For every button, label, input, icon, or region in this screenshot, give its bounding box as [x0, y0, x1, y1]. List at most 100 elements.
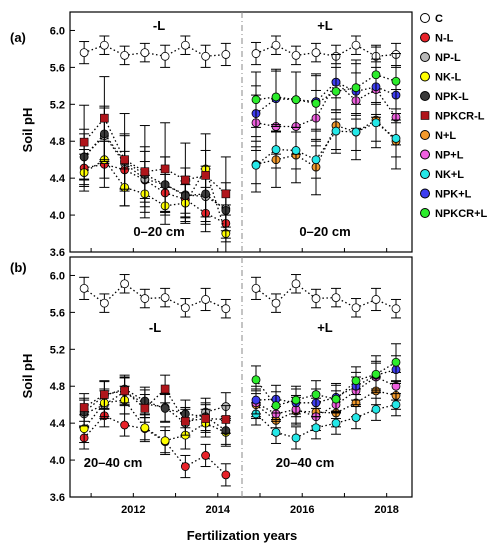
data-point-C [120, 50, 130, 60]
data-point-NPKCR-L [221, 189, 231, 199]
data-point-NK+L [271, 145, 281, 154]
data-point-NPK-L [160, 403, 170, 413]
data-point-NPKCR-L [221, 415, 231, 424]
data-point-C [271, 40, 281, 50]
data-point-N-L [180, 462, 190, 471]
y-tick-label: 4.0 [50, 210, 65, 222]
data-point-C [351, 40, 361, 50]
data-point-C [140, 48, 150, 58]
panel-b-right-depth: 20–40 cm [276, 455, 335, 470]
x-tick-label: 2016 [290, 504, 314, 516]
legend-label-NP+L: NP+L [435, 150, 464, 162]
legend-label-NK-L: NK-L [435, 72, 462, 84]
data-point-NPKCR+L [331, 86, 341, 96]
legend-marker-NP-L [420, 52, 430, 62]
panel-b-left-depth: 20–40 cm [84, 455, 143, 470]
y-tick-label: 5.2 [50, 344, 65, 356]
data-point-C [311, 48, 321, 58]
data-point-NK+L [391, 134, 401, 143]
data-point-NK-L [160, 436, 170, 446]
panel-id-a: (a) [10, 30, 26, 45]
data-point-NK+L [371, 404, 381, 414]
legend-label-NPK+L: NPK+L [435, 189, 472, 201]
data-point-C [391, 304, 401, 314]
legend-label-NPKCR-L: NPKCR-L [435, 111, 485, 123]
data-point-N-L [120, 420, 130, 430]
legend-marker-N+L [420, 130, 430, 140]
data-point-NPK+L [251, 395, 261, 405]
x-tick-label: 2012 [121, 504, 145, 516]
data-point-C [120, 279, 130, 289]
data-point-C [251, 283, 261, 293]
series-line-NP-L [83, 391, 227, 424]
panel-frame-0 [69, 11, 413, 253]
legend-label-N-L: N-L [435, 33, 454, 45]
data-point-NPKCR-L [100, 113, 109, 123]
data-point-C [99, 298, 109, 308]
x-axis-title: Fertilization years [187, 528, 298, 543]
y-tick-label: 3.6 [50, 492, 65, 504]
data-point-N-L [201, 451, 211, 460]
legend-label-NP-L: NP-L [435, 52, 461, 64]
data-point-C [180, 40, 190, 50]
y-tick-label: 6.0 [50, 25, 65, 37]
legend-label-NPKCR+L: NPKCR+L [435, 208, 488, 220]
y-tick-label: 4.4 [50, 173, 66, 185]
panel-frame-1 [69, 256, 413, 498]
data-point-NK+L [251, 160, 261, 170]
data-point-C [201, 295, 211, 304]
y-tick-label: 4.4 [50, 418, 66, 430]
legend-marker-N-L [420, 32, 430, 43]
data-point-C [99, 40, 109, 50]
data-point-C [331, 293, 341, 303]
y-tick-label: 4.8 [50, 381, 65, 393]
data-point-NPKCR+L [251, 375, 261, 385]
y-tick-label: 5.6 [50, 62, 65, 74]
chart-marks: 3.6 4.0 4.4 4.8 5.2 5.6 6.0 3.6 4.0 4.4 4.8 5.2 5.6 6… [50, 11, 488, 516]
data-point-NPKCR+L [311, 98, 321, 108]
data-point-NPKCR+L [271, 92, 281, 102]
data-point-NPKCR+L [371, 70, 381, 80]
legend-marker-NK-L [420, 71, 430, 82]
data-point-NPKCR+L [391, 76, 401, 86]
data-point-NK+L [331, 126, 341, 136]
data-point-NPKCR-L [160, 384, 170, 394]
legend-marker-NPKCR+L [420, 208, 430, 218]
legend-marker-C [420, 13, 430, 23]
data-point-NPKCR-L [79, 137, 89, 147]
data-point-NK+L [371, 118, 381, 128]
data-point-NPKCR+L [351, 376, 361, 386]
data-point-C [311, 294, 321, 303]
data-point-C [79, 283, 89, 293]
data-point-NPKCR-L [120, 386, 129, 396]
y-tick-label: 3.6 [50, 247, 65, 259]
data-point-C [140, 294, 150, 303]
panel-b-left-label: -L [149, 320, 161, 335]
data-point-C [291, 279, 301, 289]
series-line-C [83, 282, 227, 310]
y-tick-label: 5.2 [50, 99, 65, 111]
data-point-C [251, 49, 261, 58]
data-point-C [160, 293, 170, 303]
data-point-NPKCR-L [79, 403, 89, 412]
legend-marker-NPKCR-L [420, 111, 430, 120]
panel-a-right-label: +L [317, 18, 333, 33]
y-axis-title-b: Soil pH [20, 354, 35, 399]
data-point-NPKCR+L [291, 95, 301, 105]
y-tick-label: 5.6 [50, 307, 65, 319]
legend-label-C: C [435, 13, 443, 25]
data-point-C [79, 48, 89, 58]
data-point-NPKCR-L [140, 404, 150, 413]
series-line-NK+L [255, 404, 397, 439]
data-point-C [160, 51, 170, 61]
data-point-NK+L [291, 433, 301, 443]
data-point-NPKCR-L [201, 171, 210, 180]
data-point-NK+L [311, 423, 321, 433]
data-point-NPKCR+L [311, 390, 321, 399]
panel-id-b: (b) [10, 260, 27, 275]
panel-b-right-label: +L [317, 320, 333, 335]
data-point-NK+L [351, 413, 361, 423]
data-point-NK+L [271, 427, 281, 437]
data-point-NK+L [311, 155, 321, 165]
